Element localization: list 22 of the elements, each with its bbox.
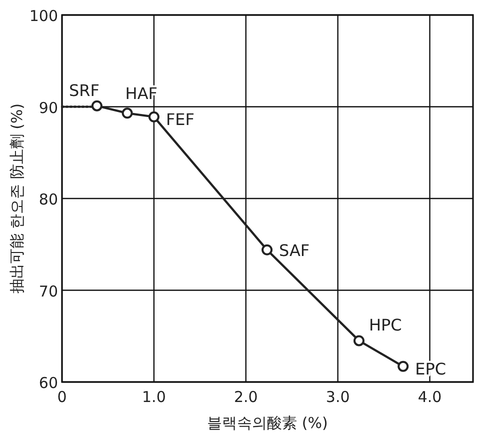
annotation: SRF xyxy=(68,80,100,100)
annotation: FEF xyxy=(166,110,194,129)
x-tick-label: 1.0 xyxy=(142,388,166,406)
point xyxy=(262,244,273,256)
y-tick-label: 80 xyxy=(38,190,58,208)
x-axis-title: 블랙속의酸素 (%) xyxy=(207,414,328,432)
y-tick-label: 70 xyxy=(38,282,58,300)
annotation: SAF xyxy=(279,240,310,260)
point xyxy=(148,111,160,122)
point xyxy=(91,100,102,112)
point xyxy=(122,108,133,119)
y-tick-label: 100 xyxy=(29,7,58,25)
x-tick-label: 0 xyxy=(57,388,67,406)
point xyxy=(353,335,364,346)
y-tick-label: 60 xyxy=(38,374,58,392)
y-tick-label: 90 xyxy=(38,98,58,117)
x-tick-label: 2.0 xyxy=(234,388,258,406)
x-tick-label: 4.0 xyxy=(418,388,442,406)
x-tick-label: 3.0 xyxy=(326,388,350,406)
annotation: HPC xyxy=(368,316,402,335)
point xyxy=(398,360,409,372)
y-axis-title: 抽出可能 한오존 防止劑 (%) xyxy=(8,103,26,294)
